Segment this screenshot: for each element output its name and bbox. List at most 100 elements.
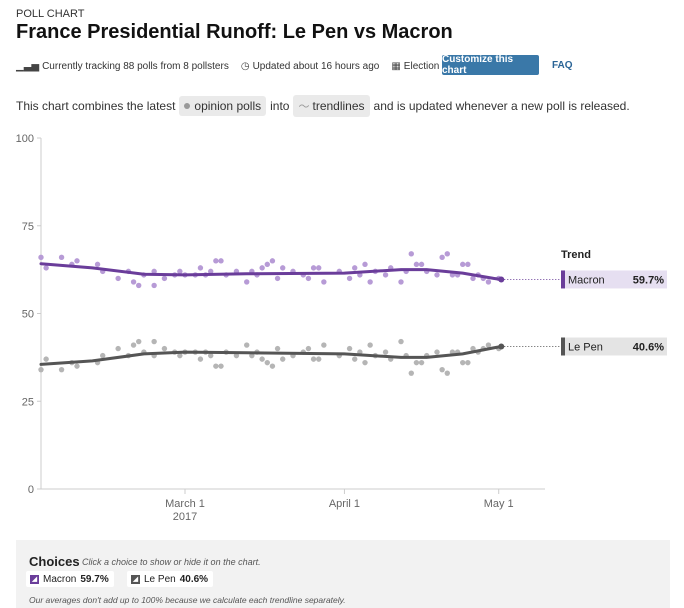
customize-chart-button[interactable]: Customize this chart [442, 54, 539, 76]
poll-point [316, 356, 322, 362]
poll-point [244, 279, 250, 285]
poll-point [264, 359, 270, 366]
poll-point [269, 258, 276, 264]
poll-point [434, 272, 440, 278]
poll-point [151, 338, 157, 345]
x-tick-label: April 1 [329, 498, 360, 510]
poll-point [362, 359, 368, 366]
legend-swatch [561, 337, 565, 356]
poll-point [398, 338, 404, 345]
poll-point [408, 251, 414, 257]
desc-after: and is updated whenever a new poll is re… [373, 99, 630, 113]
poll-point [43, 265, 49, 271]
y-tick-label: 75 [22, 221, 34, 233]
choices-panel: Choices Click a choice to show or hide i… [16, 540, 670, 608]
poll-point [233, 352, 240, 359]
bar-chart-icon: ▁▃▅ [16, 60, 40, 72]
poll-point [418, 261, 425, 268]
poll-point [136, 338, 142, 345]
poll-point [130, 279, 137, 285]
poll-point [439, 254, 445, 261]
poll-point [470, 345, 476, 352]
calendar-icon: ▦ [391, 60, 401, 72]
poll-point [280, 356, 286, 362]
choice-macron-label: Macron [43, 573, 77, 585]
poll-point [274, 345, 281, 352]
page-title: France Presidential Runoff: Le Pen vs Ma… [16, 21, 453, 43]
poll-point [43, 356, 49, 362]
poll-point [382, 272, 389, 278]
poll-point [460, 261, 466, 268]
poll-point [115, 275, 121, 282]
trendlines-label: trendlines [312, 99, 365, 113]
poll-point [305, 345, 312, 352]
poll-point [274, 275, 281, 282]
poll-point [74, 363, 80, 369]
poll-point [485, 279, 492, 285]
poll-point [213, 363, 219, 369]
poll-point [352, 265, 358, 271]
poll-point [367, 279, 373, 285]
poll-point [259, 265, 265, 271]
legend-band [561, 270, 667, 289]
x-tick-label: May 1 [484, 498, 514, 510]
legend-value: 40.6% [633, 341, 664, 353]
poll-point [244, 342, 250, 348]
poll-point [408, 370, 414, 376]
poll-point [413, 261, 420, 268]
poll-point [208, 268, 214, 275]
trendlines-pill: 〜 trendlines [293, 95, 370, 117]
opinion-polls-pill: opinion polls [179, 96, 267, 116]
legend-value: 59.7% [633, 274, 664, 286]
poll-point [218, 363, 224, 369]
updated-info: ◷ Updated about 16 hours ago [241, 61, 380, 72]
opinion-polls-label: opinion polls [194, 99, 262, 113]
poll-point [38, 254, 44, 261]
poll-point [74, 258, 80, 264]
poll-point [398, 279, 404, 285]
poll-point [115, 345, 121, 352]
legend-name: Macron [568, 274, 605, 286]
tracking-info: ▁▃▅ Currently tracking 88 polls from 8 p… [16, 61, 229, 72]
poll-point [444, 251, 450, 257]
poll-point [362, 261, 368, 268]
poll-point [444, 370, 450, 376]
poll-point [38, 366, 44, 373]
legend-swatch [561, 270, 565, 289]
legend-band [561, 337, 667, 356]
poll-point [177, 268, 183, 275]
poll-point [382, 349, 389, 355]
poll-point [161, 345, 168, 352]
choice-macron[interactable]: ◢ Macron 59.7% [26, 571, 114, 587]
poll-point [321, 342, 327, 348]
poll-point [465, 359, 471, 366]
poll-point [218, 258, 224, 264]
poll-point [439, 366, 445, 373]
poll-point [130, 342, 137, 348]
poll-point [367, 342, 373, 348]
choice-lepen[interactable]: ◢ Le Pen 40.6% [127, 571, 214, 587]
desc-middle: into [270, 99, 290, 113]
poll-point [485, 342, 492, 348]
poll-point [321, 279, 327, 285]
clock-icon: ◷ [240, 60, 250, 72]
poll-point [460, 359, 466, 366]
poll-point [136, 282, 142, 289]
poll-point [346, 275, 353, 282]
trendline-lepen [39, 345, 503, 366]
poll-point [264, 261, 270, 268]
legend-name: Le Pen [568, 341, 603, 353]
poll-point [100, 352, 106, 359]
checkbox-icon: ◢ [131, 574, 140, 584]
poll-point [310, 356, 317, 362]
poll-point [280, 265, 286, 271]
poll-point [310, 265, 317, 271]
legend-title: Trend [561, 249, 591, 261]
poll-dot-icon [184, 103, 191, 109]
chart-description: This chart combines the latest opinion p… [16, 95, 630, 117]
y-tick-label: 50 [22, 309, 34, 321]
poll-point [316, 265, 322, 271]
poll-point [269, 363, 276, 369]
chart-eyebrow: POLL CHART [16, 8, 85, 20]
faq-link[interactable]: FAQ [552, 60, 573, 71]
